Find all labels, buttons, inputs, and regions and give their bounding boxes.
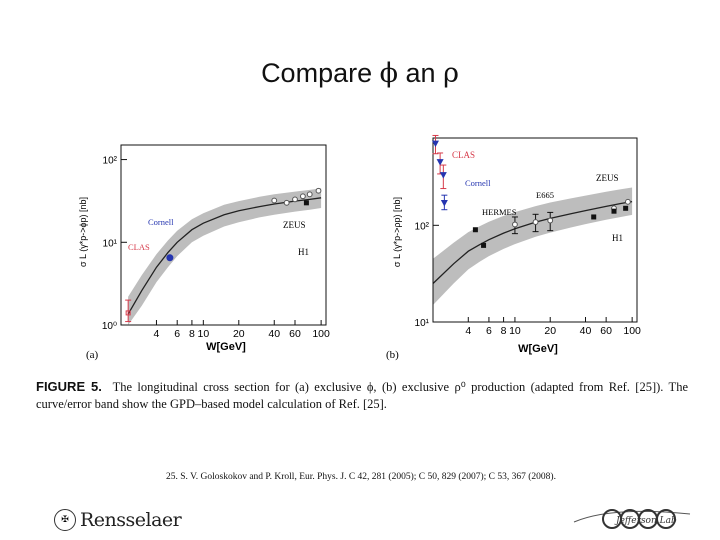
- panel-a-x-tick-label: 4: [154, 328, 160, 340]
- panel-b-x-tick-label: 40: [580, 325, 592, 337]
- panel-a-y-tick-label: 10²: [103, 156, 118, 167]
- panel-b-hermes-point: [472, 227, 478, 233]
- panel-b-h1-point: [611, 208, 617, 214]
- panel-a-error-band: [128, 188, 322, 325]
- panel-a-x-tick-label: 100: [312, 328, 330, 340]
- panel-b-x-tick-label: 10: [509, 325, 521, 337]
- panel-a-y-tick-label: 10⁰: [102, 321, 117, 332]
- panel-b-clas-point: [431, 140, 439, 148]
- title-text: Compare: [261, 58, 380, 88]
- jlab-rings-icon: [602, 509, 676, 529]
- panel-a-zeus-point: [271, 197, 278, 204]
- reference-line: 25. S. V. Goloskokov and P. Kroll, Eur. …: [166, 472, 556, 482]
- rensselaer-logo: ✠ Rensselaer: [54, 508, 182, 532]
- panel-a-x-tick-label: 60: [289, 328, 301, 340]
- panel-b-x-tick-label: 6: [486, 325, 492, 337]
- panel-a-zeus-point: [299, 193, 306, 200]
- panel-a-x-tick-label: 10: [197, 328, 209, 340]
- panel-b-label: (b): [386, 349, 399, 361]
- panel-a-zeus-point: [306, 191, 313, 198]
- panel-a-x-tick-label: 8: [189, 328, 195, 340]
- panel-a-ylabel: σ L (γ*p->ϕp) [nb]: [78, 197, 88, 267]
- panel-a-annotation-zeus: ZEUS: [283, 220, 306, 230]
- panel-b-y-tick-label: 10¹: [415, 318, 430, 329]
- panel-b-x-tick-label: 4: [465, 325, 471, 337]
- panel-b-ylabel: σ L (γ*p->ρp) [nb]: [392, 197, 402, 267]
- panel-a-clas-point: [125, 310, 131, 316]
- panel-b-x-tick-label: 8: [501, 325, 507, 337]
- panel-b-e665-point: [512, 221, 518, 228]
- panel-b-model-curve: [432, 200, 633, 284]
- panel-a-model-curve: [127, 197, 322, 315]
- panel-a-annotation-h1: H1: [298, 247, 309, 257]
- panel-b: 4 6 8 10 20 40 60 100 10¹ 10²: [415, 134, 641, 337]
- panel-b-e665-point: [547, 217, 554, 224]
- panel-a-h1-point: [303, 200, 309, 206]
- panel-b-annotation-clas: CLAS: [452, 150, 475, 160]
- panel-b-x-tick-label: 20: [544, 325, 556, 337]
- panel-b-frame: [432, 137, 638, 323]
- rensselaer-seal-icon: ✠: [54, 509, 76, 531]
- panel-b-annotation-h1: H1: [612, 233, 623, 243]
- panel-b-x-tick-label: 60: [600, 325, 612, 337]
- rensselaer-logo-text: Rensselaer: [80, 509, 182, 531]
- panel-b-cornell-point: [440, 200, 448, 207]
- panel-b-annotation-zeus: ZEUS: [596, 173, 619, 183]
- panel-a-x-tick-label: 20: [233, 328, 245, 340]
- panel-b-annotation-hermes: HERMES: [482, 207, 517, 217]
- panel-a-x-tick-label: 6: [174, 328, 180, 340]
- title-rho: ρ: [443, 58, 459, 89]
- panel-b-x-tick-label: 100: [623, 325, 641, 337]
- jlab-swoosh-icon: [573, 510, 691, 523]
- panel-b-h1-point: [591, 214, 597, 220]
- panel-a-zeus-point: [292, 196, 298, 203]
- panel-a-zeus-point: [315, 187, 322, 194]
- slide-title: Compare ϕ an ρ: [0, 58, 720, 89]
- panel-b-y-tick-label: 10²: [415, 221, 430, 232]
- panel-a-cornell-point: [166, 254, 174, 262]
- panel-b-e665-point: [532, 219, 539, 225]
- title-mid: an: [398, 58, 444, 88]
- jlab-logo-text: Jefferson Lab: [614, 516, 677, 526]
- jefferson-lab-logo: Jefferson Lab: [573, 509, 691, 529]
- panel-b-hermes-point: [481, 242, 487, 248]
- panel-b-annotation-e665: E665: [536, 190, 554, 200]
- panel-a: 4 6 8 10 20 40 60 100 10⁰ 10¹ 10²: [102, 144, 330, 340]
- panel-a-label: (a): [86, 349, 99, 361]
- panel-a-annotation-cornell: Cornell: [148, 217, 174, 227]
- panel-a-y-tick-label: 10¹: [103, 238, 118, 249]
- panel-a-frame: [120, 144, 327, 326]
- panel-b-xlabel: W[GeV]: [518, 343, 558, 355]
- panel-a-zeus-point: [283, 199, 290, 206]
- panel-b-h1-point: [623, 205, 629, 211]
- caption-text: The longitudinal cross section for (a) e…: [36, 380, 688, 411]
- panel-b-zeus-point: [625, 198, 631, 205]
- panel-b-clas-point: [436, 159, 444, 166]
- panel-a-x-tick-label: 40: [268, 328, 280, 340]
- panel-a-xlabel: W[GeV]: [206, 341, 246, 353]
- panel-b-annotation-cornell: Cornell: [465, 178, 491, 188]
- panel-b-clas-point: [439, 172, 447, 179]
- panel-a-annotation-clas: CLAS: [128, 242, 150, 252]
- title-phi: ϕ: [379, 58, 399, 89]
- figure-caption: FIGURE 5. The longitudinal cross section…: [36, 378, 688, 413]
- panel-b-error-band: [433, 187, 633, 305]
- caption-prefix: FIGURE 5.: [36, 379, 102, 394]
